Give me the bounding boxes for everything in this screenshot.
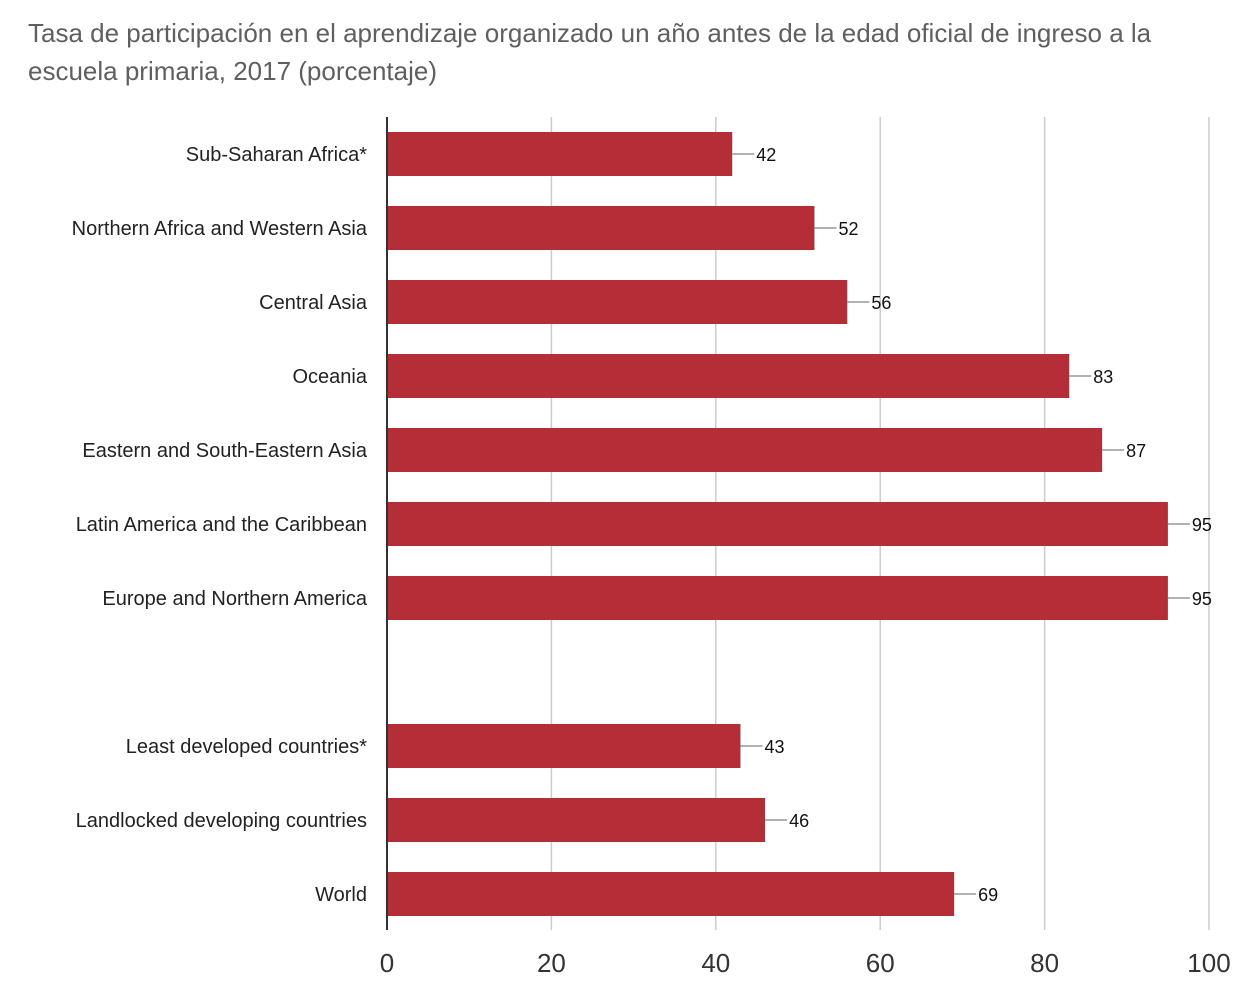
x-axis-ticks: 0 20 40 60 80 100 bbox=[380, 117, 1231, 978]
bar bbox=[387, 206, 815, 250]
category-label: Eastern and South-Eastern Asia bbox=[82, 440, 367, 462]
tick-label-40: 40 bbox=[701, 948, 730, 978]
data-label: 95 bbox=[1192, 589, 1212, 609]
data-label: 43 bbox=[764, 737, 784, 757]
data-label: 87 bbox=[1126, 441, 1146, 461]
data-label: 46 bbox=[789, 811, 809, 831]
category-labels: Sub-Saharan Africa* Northern Africa and W… bbox=[72, 144, 368, 906]
category-label: Landlocked developing countries bbox=[76, 810, 367, 832]
data-label: 52 bbox=[838, 219, 858, 239]
data-label: 83 bbox=[1093, 367, 1113, 387]
bar bbox=[387, 280, 848, 324]
data-label: 56 bbox=[871, 293, 891, 313]
chart-title: Tasa de participación en el aprendizaje … bbox=[28, 18, 1152, 86]
data-label: 42 bbox=[756, 145, 776, 165]
bar bbox=[387, 132, 733, 176]
tick-label-0: 0 bbox=[380, 948, 394, 978]
bar bbox=[387, 872, 955, 916]
category-label: Central Asia bbox=[259, 292, 368, 314]
bar bbox=[387, 724, 741, 768]
tick-label-60: 60 bbox=[866, 948, 895, 978]
bar bbox=[387, 502, 1168, 546]
category-label: Northern Africa and Western Asia bbox=[72, 218, 368, 240]
tick-label-20: 20 bbox=[537, 948, 566, 978]
category-label: World bbox=[315, 884, 367, 906]
category-label: Least developed countries* bbox=[126, 736, 367, 758]
bar bbox=[387, 576, 1168, 620]
data-label: 95 bbox=[1192, 515, 1212, 535]
bars bbox=[387, 132, 1168, 916]
tick-label-80: 80 bbox=[1030, 948, 1059, 978]
category-label: Oceania bbox=[293, 366, 368, 388]
bar bbox=[387, 354, 1070, 398]
data-label: 69 bbox=[978, 885, 998, 905]
bar bbox=[387, 798, 766, 842]
bar bbox=[387, 428, 1103, 472]
tick-label-100: 100 bbox=[1187, 948, 1230, 978]
category-label: Europe and Northern America bbox=[102, 588, 367, 610]
data-labels: 42 52 56 83 87 95 95 43 46 69 bbox=[732, 145, 1212, 905]
category-label: Latin America and the Caribbean bbox=[76, 514, 367, 536]
category-label: Sub-Saharan Africa* bbox=[186, 144, 367, 166]
